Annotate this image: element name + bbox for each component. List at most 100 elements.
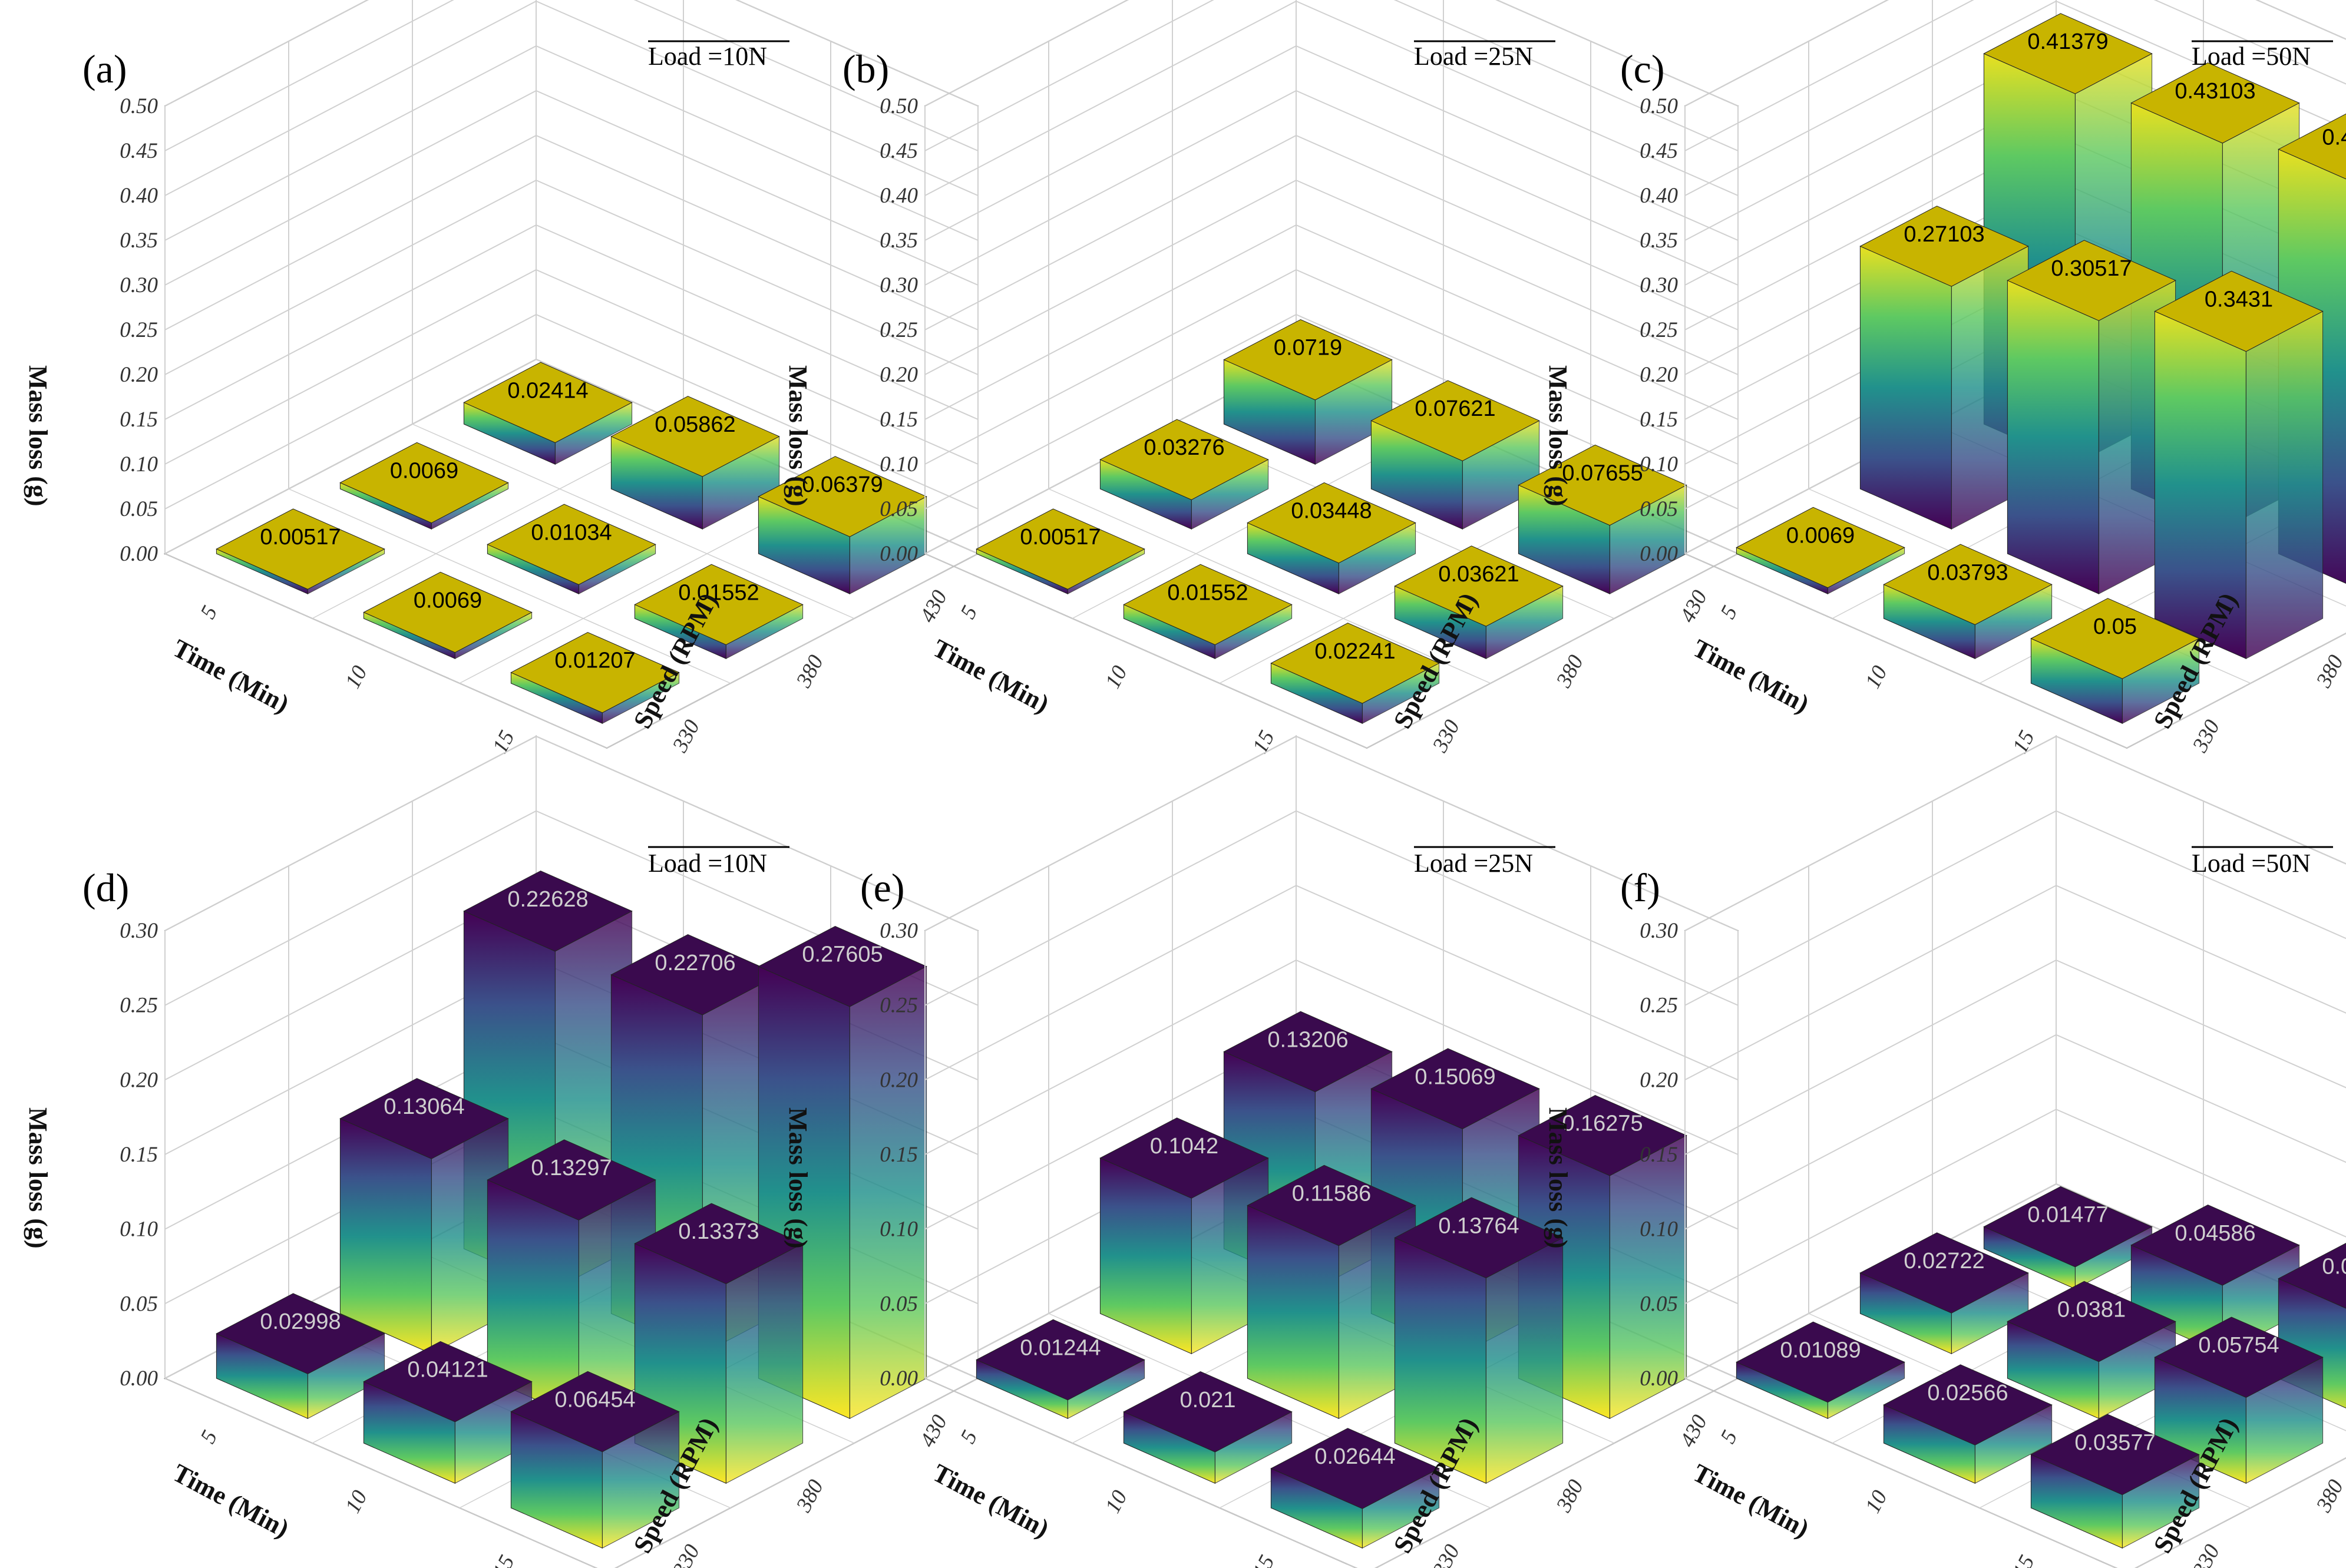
z-tick-label: 0.05 <box>880 1292 918 1316</box>
z-tick-label: 0.30 <box>120 919 158 943</box>
z-tick-label: 0.10 <box>120 452 158 477</box>
z-tick-label: 0.10 <box>1640 1218 1678 1242</box>
z-tick-label: 0.25 <box>880 994 918 1018</box>
panel-label-c: (c) <box>1620 47 1664 91</box>
bar: 0.00517 <box>216 508 385 595</box>
bar-value-label: 0.1042 <box>1150 1134 1218 1159</box>
bar-value-label: 0.00517 <box>1020 525 1101 550</box>
bar-value-label: 0.07621 <box>1415 396 1495 421</box>
bar-face-top <box>487 1139 656 1220</box>
bar: 0.0069 <box>1736 507 1905 595</box>
floor-gridline <box>924 1378 1357 1568</box>
bar-value-label: 0.05754 <box>2198 1333 2279 1358</box>
bar-value-label: 0.07655 <box>1562 461 1643 486</box>
bar-face-left <box>339 1118 432 1354</box>
panel-label-a: (a) <box>82 47 127 91</box>
z-tick-label: 0.05 <box>120 497 158 521</box>
bar-value-label: 0.03276 <box>1144 435 1224 460</box>
gridline-z <box>924 90 1739 286</box>
zlabel-b: Mass loss (g) <box>784 365 812 507</box>
bar-face-top <box>1983 1186 2153 1268</box>
z-tick-label: 0.00 <box>1640 542 1678 566</box>
z-tick-label: 0.20 <box>120 363 158 387</box>
bar: 0.02241 <box>1270 623 1440 725</box>
bar-face-top <box>1736 1321 1905 1403</box>
bar: 0.03577 <box>2030 1414 2200 1549</box>
z-tick-label: 0.50 <box>120 94 158 118</box>
bar-face-top <box>1883 544 2053 626</box>
bar-face-top <box>634 1203 804 1284</box>
zlabel-d: Mass loss (g) <box>24 1107 52 1249</box>
floor-gridline <box>1684 1378 2117 1568</box>
bar-face-top <box>510 1371 680 1453</box>
bar-value-label: 0.021 <box>1179 1388 1235 1412</box>
zlabel-a: Mass loss (g) <box>24 365 52 507</box>
bar-face-right <box>2245 310 2324 660</box>
bar-face-right <box>725 1243 804 1484</box>
bar-value-label: 0.04586 <box>2175 1221 2255 1246</box>
bar-value-label: 0.00517 <box>260 525 341 550</box>
bar-face-top <box>634 564 804 646</box>
z-tick-label: 0.50 <box>880 94 918 118</box>
bar: 0.0381 <box>2007 1281 2176 1420</box>
bar-face-top <box>2007 1281 2176 1362</box>
bar-value-label: 0.01207 <box>554 649 635 673</box>
xlabel-a: Time (Min) <box>168 634 293 719</box>
bar: 0.07621 <box>1370 380 1540 530</box>
speed-tick-label: 430 <box>916 1411 952 1451</box>
bar-face-right <box>849 965 927 1420</box>
grid-panel-a: 0.00 0.05 0.10 0.15 0.20 0.25 0.30 0.35 0.40 0.45… <box>120 0 980 757</box>
bar-face-top <box>976 508 1145 590</box>
floor-gridline <box>1048 488 1491 684</box>
load-label-e: Load =25N <box>1414 849 1533 878</box>
bar-face-top <box>216 1293 385 1374</box>
bar-face-top <box>1736 507 1905 588</box>
speed-tick-label: 330 <box>1428 716 1465 757</box>
z-tick-label: 0.20 <box>1640 363 1678 387</box>
bar-value-label: 0.01089 <box>1780 1338 1861 1362</box>
bar-value-label: 0.13297 <box>531 1156 612 1180</box>
panel-d: 0.00 0.05 0.10 0.15 0.20 0.25 0.30 5 10 15 330 380 4… <box>24 735 980 1568</box>
load-label-d: Load =10N <box>648 849 767 878</box>
z-tick-label: 0.30 <box>1640 273 1678 297</box>
bars-panel-b: 0.0719 0.07621 0.03276 0.07655 0.03448 0.0051… <box>976 319 1687 725</box>
bar-value-label: 0.01477 <box>2027 1203 2108 1228</box>
bar-face-top <box>1223 1011 1393 1093</box>
bar-face-top <box>1859 206 2029 287</box>
bar-value-label: 0.05862 <box>655 412 735 437</box>
z-tick-label: 0.40 <box>1640 184 1678 208</box>
z-tick-label: 0.05 <box>120 1292 158 1316</box>
time-tick-label: 5 <box>196 1427 222 1448</box>
gridline-z <box>164 90 979 286</box>
speed-tick-label: 380 <box>2311 1476 2346 1517</box>
bar-face-top <box>1123 564 1293 646</box>
time-tick-label: 10 <box>341 1486 372 1517</box>
speed-tick-label: 380 <box>791 651 828 692</box>
z-tick-label: 0.10 <box>880 452 918 477</box>
bar-face-top <box>1223 319 1393 401</box>
xlabel-c: Time (Min) <box>1688 634 1813 719</box>
time-tick-label: 10 <box>1861 1486 1892 1517</box>
time-tick-label: 5 <box>196 602 222 623</box>
panel-c: 0.00 0.05 0.10 0.15 0.20 0.25 0.30 0.35 0.40 0.45… <box>1544 0 2346 757</box>
bar-value-label: 0.27103 <box>1904 222 1984 247</box>
gridline-z <box>924 0 1739 151</box>
bar-face-top <box>2130 62 2300 144</box>
floor-gridline <box>164 1378 597 1568</box>
speed-tick-label: 330 <box>668 716 705 757</box>
gridline-z <box>924 45 1739 241</box>
z-tick-label: 0.40 <box>120 184 158 208</box>
time-tick-label: 5 <box>1716 602 1742 623</box>
speed-tick-label: 330 <box>2188 1540 2225 1568</box>
floor-gridline <box>164 359 537 554</box>
z-tick-label: 0.30 <box>1640 919 1678 943</box>
floor-gridline <box>1684 553 2127 749</box>
time-tick-label: 15 <box>488 1552 520 1568</box>
time-tick-label: 5 <box>956 1427 982 1448</box>
z-tick-label: 0.25 <box>1640 318 1678 342</box>
zlabel-c: Mass loss (g) <box>1544 365 1572 507</box>
z-tick-label: 0.15 <box>1640 1143 1678 1167</box>
bar-face-top <box>2278 113 2346 180</box>
bar-value-label: 0.02644 <box>1314 1444 1395 1469</box>
bar-face-top <box>1270 1428 1440 1509</box>
